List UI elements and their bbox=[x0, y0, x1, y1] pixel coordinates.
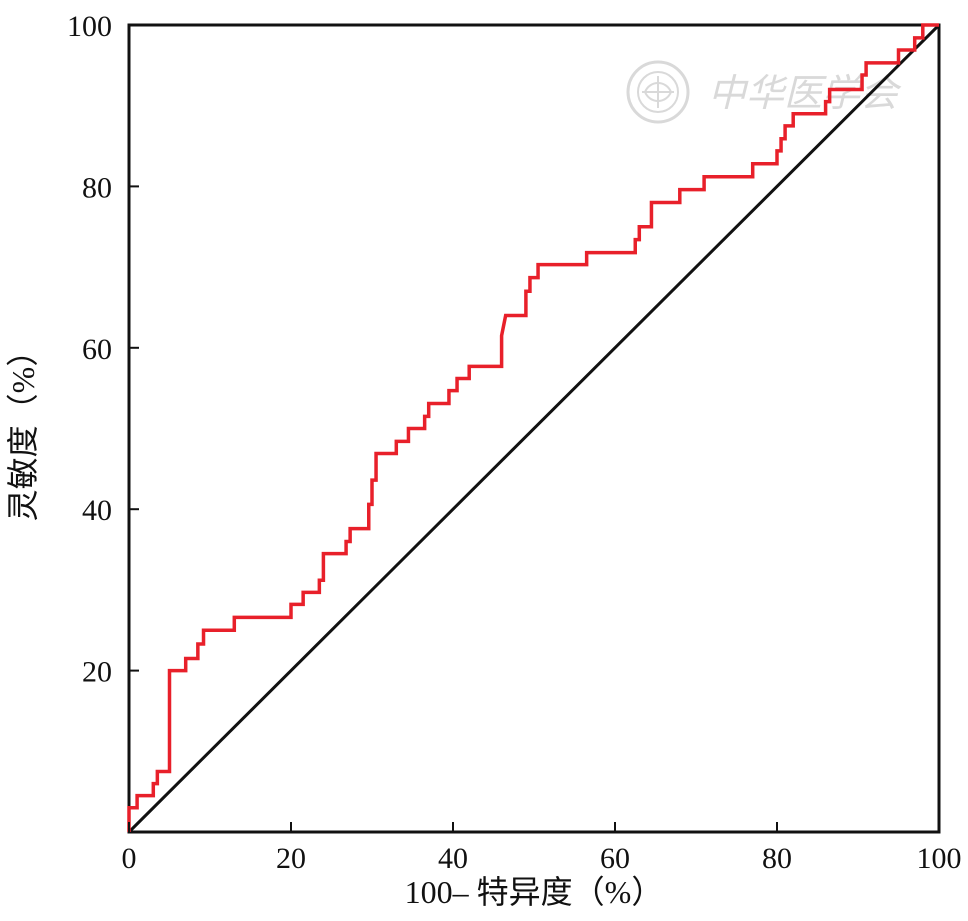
watermark-text: 中华医学会 bbox=[708, 73, 902, 115]
y-tick-label: 80 bbox=[82, 171, 112, 204]
y-tick-label: 100 bbox=[67, 10, 112, 43]
y-tick-label: 40 bbox=[82, 494, 112, 527]
y-tick-label: 60 bbox=[82, 333, 112, 366]
y-axis-title: 灵敏度（%） bbox=[5, 335, 41, 522]
watermark: 中华医学会 bbox=[626, 60, 902, 124]
x-tick-label: 40 bbox=[438, 842, 468, 875]
plot-frame bbox=[127, 23, 941, 834]
plot-area: 0 20 40 60 80 100 20 40 60 80 100 bbox=[67, 10, 962, 875]
x-tick-label: 0 bbox=[122, 842, 137, 875]
watermark-seal bbox=[626, 60, 690, 124]
reference-diagonal-line bbox=[127, 23, 941, 834]
roc-curve-line bbox=[127, 23, 939, 832]
x-tick-label: 80 bbox=[762, 842, 792, 875]
x-tick-label: 20 bbox=[276, 842, 306, 875]
x-tick-label: 60 bbox=[600, 842, 630, 875]
x-axis-title: 100– 特异度（%） bbox=[405, 874, 664, 910]
y-tick-label: 20 bbox=[82, 656, 112, 689]
x-tick-label: 100 bbox=[917, 842, 962, 875]
